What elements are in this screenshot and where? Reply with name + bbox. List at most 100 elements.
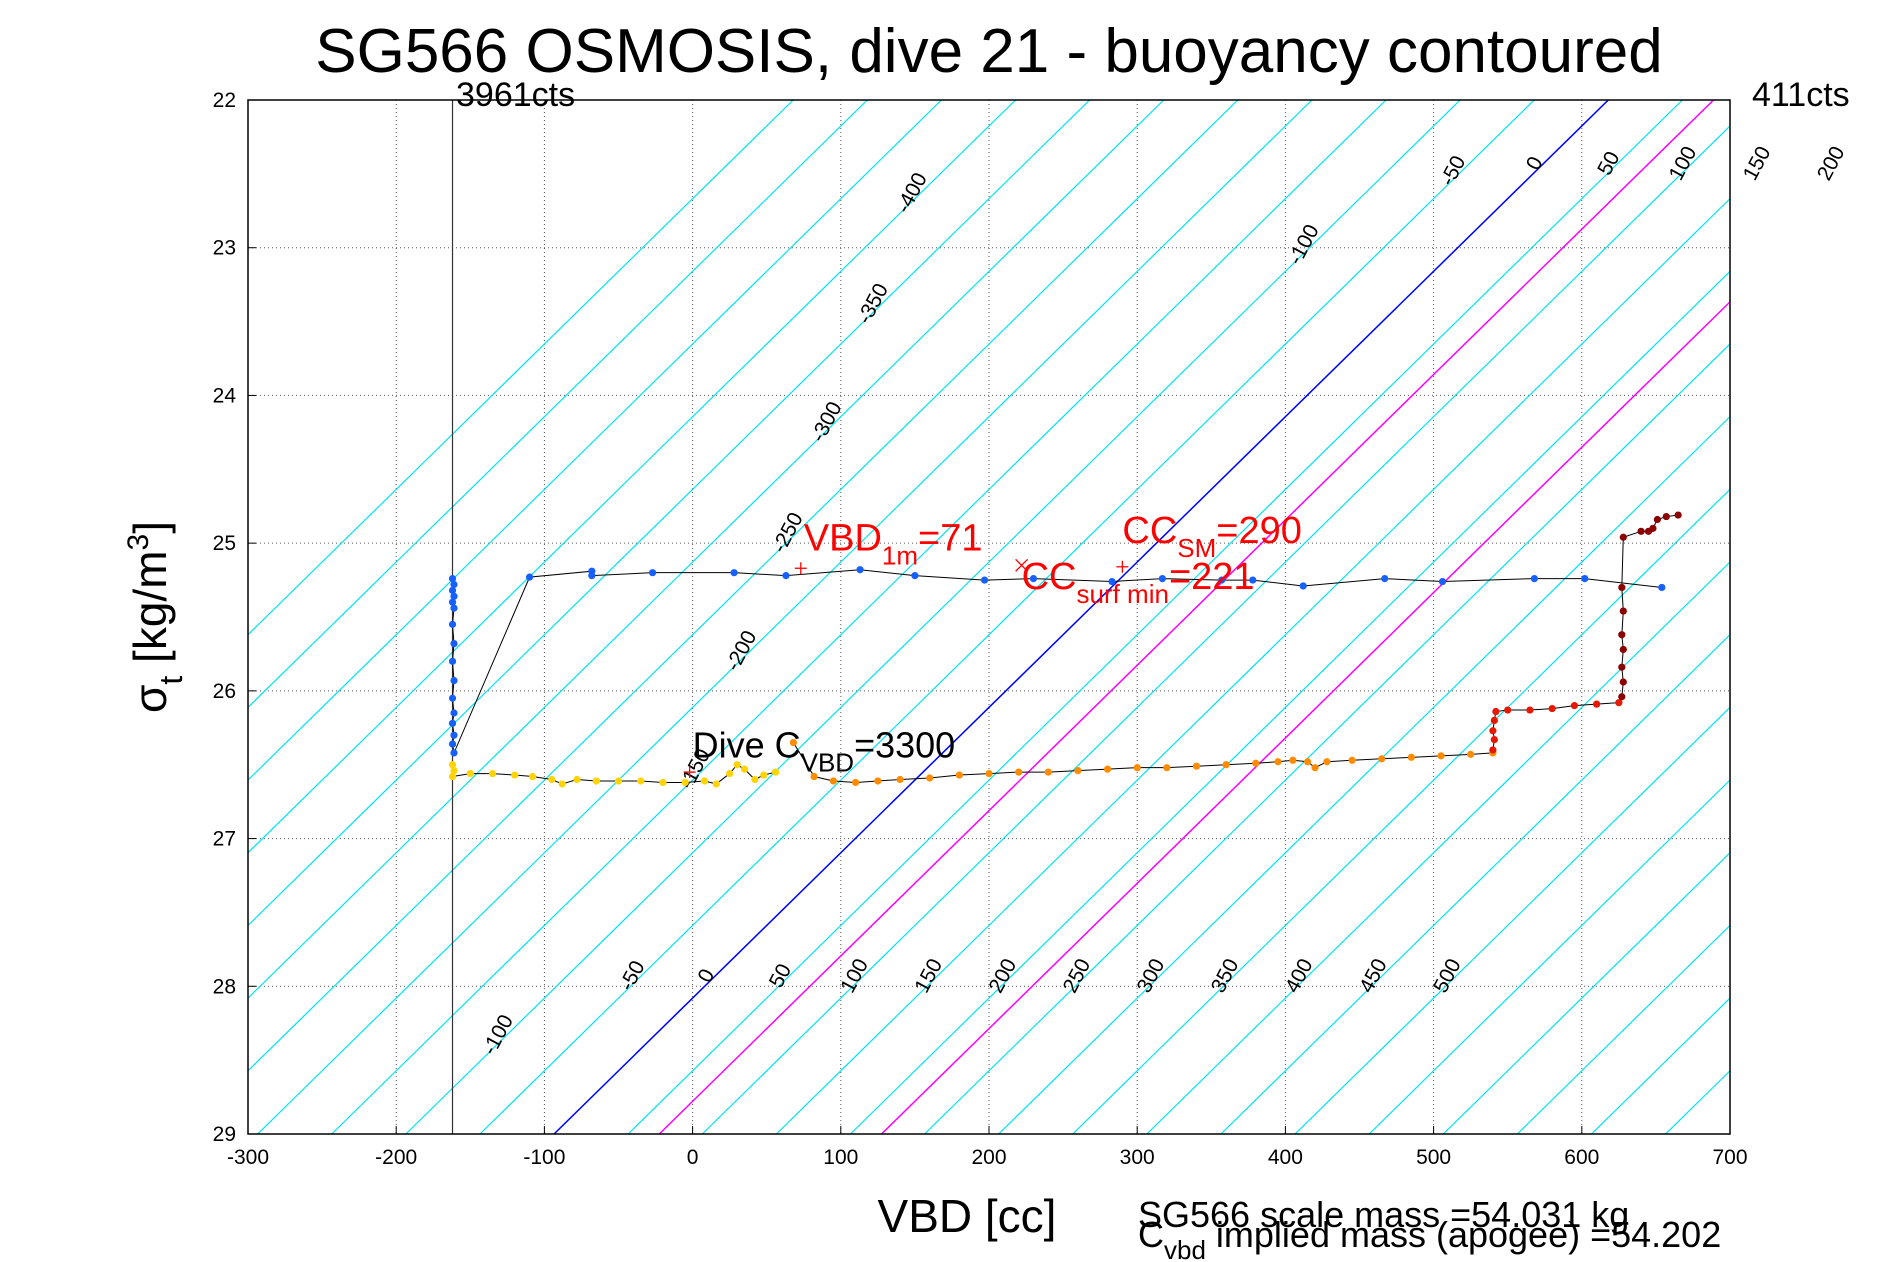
- contour-line: [1294, 706, 1730, 1134]
- data-point-dive-shallow: [740, 765, 749, 773]
- data-point-dive-bottom: [1618, 583, 1626, 592]
- data-point-dive-deep: [1504, 706, 1512, 714]
- annotation-ccsurf-rest: =221: [1169, 556, 1255, 598]
- data-point-dive-shallow: [448, 772, 457, 781]
- data-point-dive-bottom: [1618, 693, 1626, 701]
- data-point-climb: [1581, 574, 1589, 583]
- data-point-dive-mid: [1274, 758, 1282, 766]
- data-point-dive-shallow: [448, 761, 457, 769]
- data-point-dive-shallow: [681, 778, 689, 787]
- annotation-ccsm-sub: SM: [1177, 533, 1216, 563]
- chart-title: SG566 OSMOSIS, dive 21 - buoyancy contou…: [315, 17, 1663, 86]
- data-point-dive-shallow: [558, 780, 566, 788]
- contour-line: [850, 270, 1730, 1134]
- data-point-climb: [856, 566, 864, 574]
- implied-mass-text: Cvbd implied mass (apogee) =54.202: [1138, 1214, 1721, 1262]
- annotation-ccsm-base: CC: [1122, 510, 1177, 552]
- annotation-ccsurf-base: CC: [1022, 556, 1077, 598]
- contour-line: [257, 100, 1313, 1134]
- highlight-buoyancy-line: [881, 300, 1730, 1134]
- data-point-dive-deep: [1490, 736, 1498, 744]
- data-point-dive-shallow: [733, 761, 741, 769]
- data-point-dive-mid: [1252, 759, 1260, 767]
- data-point-climb: [448, 657, 457, 665]
- data-point-climb: [450, 749, 458, 757]
- x-tick-label: -200: [375, 1146, 417, 1169]
- contour-line: [1442, 851, 1730, 1134]
- y-tick-label: 29: [213, 1123, 236, 1146]
- data-point-dive-mid: [1074, 767, 1082, 775]
- contour-line: [248, 100, 794, 636]
- data-point-climb: [525, 573, 534, 581]
- y-tick-label: 25: [213, 532, 236, 555]
- y-tick-label: 23: [213, 237, 236, 260]
- x-tick-label: 100: [823, 1146, 858, 1169]
- data-point-dive-mid: [1304, 758, 1312, 766]
- data-point-climb: [588, 572, 596, 580]
- data-point-climb: [448, 574, 457, 583]
- data-point-dive-mid: [874, 777, 882, 785]
- data-point-climb: [450, 676, 458, 685]
- data-point-dive-mid: [926, 774, 934, 782]
- y-tick-label: 28: [213, 975, 236, 998]
- scale-mass-text: SG566 scale mass =54.031 kg: [1138, 1194, 1629, 1235]
- data-point-dive-deep: [1490, 716, 1498, 725]
- data-point-climb: [1029, 574, 1038, 583]
- data-point-climb: [980, 576, 989, 584]
- data-point-climb: [450, 580, 458, 589]
- y-tick-label: 24: [213, 384, 237, 407]
- y-tick-label: 22: [213, 89, 236, 112]
- data-point-dive-deep: [1526, 706, 1534, 714]
- x-tick-label: 300: [1120, 1146, 1155, 1169]
- data-point-climb: [450, 639, 458, 648]
- annotation-divecvbd-sub: VBD: [801, 747, 854, 777]
- data-point-dive-bottom: [1637, 527, 1645, 535]
- y-axis-label-base: σ: [124, 685, 176, 713]
- x-tick-label: 500: [1416, 1146, 1451, 1169]
- data-point-dive-deep: [1548, 704, 1556, 713]
- data-point-dive-mid: [1467, 750, 1475, 758]
- contour-line: [248, 100, 942, 781]
- data-point-dive-shallow: [548, 775, 556, 784]
- annotation-divecvbd: Dive CVBD=3300: [693, 724, 956, 777]
- data-point-climb: [1108, 577, 1116, 586]
- data-point-dive-bottom: [1662, 512, 1670, 521]
- vbd-count-left-label: 3961cts: [456, 76, 575, 114]
- contour-line: [248, 100, 1016, 854]
- data-point-dive-shallow: [659, 778, 667, 787]
- x-tick-label: 200: [971, 1146, 1006, 1169]
- data-point-climb: [448, 586, 457, 595]
- data-point-dive-mid: [1163, 764, 1171, 772]
- data-point-climb: [911, 572, 919, 580]
- data-point-dive-shallow: [614, 777, 623, 785]
- data-point-dive-bottom: [1649, 524, 1657, 532]
- data-point-dive-shallow: [760, 771, 768, 779]
- data-point-dive-shallow: [592, 777, 600, 785]
- data-point-dive-mid: [1222, 761, 1230, 769]
- data-point-dive-shallow: [488, 769, 497, 778]
- data-point-dive-deep: [1593, 700, 1601, 708]
- contour-line: [248, 100, 1165, 999]
- data-point-dive-bottom: [1619, 645, 1627, 654]
- data-point-dive-mid: [1378, 755, 1386, 763]
- data-point-dive-mid: [985, 769, 993, 778]
- data-point-climb: [1158, 574, 1166, 583]
- contour-line: [248, 100, 1239, 1072]
- data-point-dive-deep: [1492, 707, 1500, 716]
- data-point-dive-mid: [1103, 765, 1112, 773]
- zero-buoyancy-line: [553, 100, 1609, 1134]
- x-tick-label: -100: [523, 1146, 565, 1169]
- data-point-climb: [448, 740, 457, 748]
- y-axis-label-sup: 3: [122, 534, 155, 551]
- annotation-ccsm: CCSM=290: [1122, 510, 1301, 563]
- data-point-climb: [450, 709, 458, 717]
- data-point-climb: [648, 569, 657, 577]
- buoyancy-contours: [248, 100, 1730, 1134]
- x-axis-ticks: -300 -200 -100 0 100 200 300 400 500 600 700: [227, 1126, 1748, 1169]
- contour-line: [1516, 924, 1730, 1134]
- data-point-dive-mid: [1437, 752, 1445, 760]
- data-point-dive-shallow: [726, 769, 734, 778]
- data-point-climb: [1381, 574, 1389, 583]
